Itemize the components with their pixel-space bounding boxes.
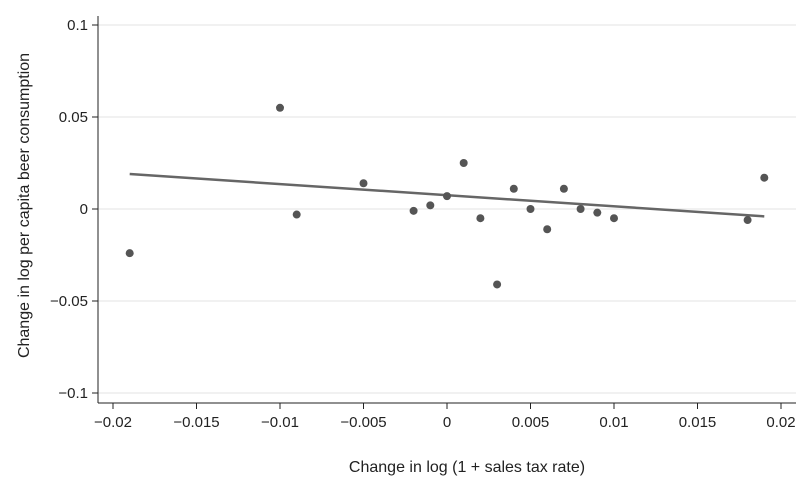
data-point — [593, 208, 602, 217]
data-point — [476, 214, 485, 223]
tick-labels: 0.1 0.05 0 −0.05 −0.1 −0.02 −0.015 −0.01 −0.005 0… — [50, 17, 796, 431]
x-tick-label: 0.02 — [766, 414, 795, 431]
data-point — [426, 201, 435, 210]
x-axis-title: Change in log (1 + sales tax rate) — [349, 459, 585, 476]
data-point — [125, 249, 134, 258]
data-point — [493, 280, 502, 289]
data-point — [543, 225, 552, 234]
tick-marks — [92, 24, 782, 409]
x-tick-label: 0.005 — [512, 414, 550, 431]
data-point — [760, 173, 769, 182]
y-tick-label: 0.05 — [59, 109, 88, 126]
data-point — [526, 205, 535, 213]
gridlines — [98, 24, 796, 394]
x-tick-label: −0.005 — [340, 414, 386, 431]
data-points — [125, 103, 769, 289]
data-point — [359, 179, 368, 188]
data-point — [743, 216, 752, 225]
x-tick-label: 0 — [443, 414, 451, 431]
x-tick-label: −0.01 — [261, 414, 299, 431]
data-point — [443, 192, 451, 201]
x-tick-label: 0.015 — [679, 414, 717, 431]
data-point — [409, 206, 418, 215]
data-point — [459, 159, 468, 167]
data-point — [576, 205, 585, 213]
y-axis-title: Change in log per capita beer consumptio… — [16, 53, 33, 358]
x-tick-label: −0.02 — [94, 414, 132, 431]
x-tick-label: 0.01 — [599, 414, 628, 431]
y-tick-label: 0 — [80, 201, 88, 218]
data-point — [276, 103, 284, 112]
data-point — [559, 184, 568, 193]
y-tick-label: −0.1 — [58, 385, 88, 402]
y-tick-label: −0.05 — [50, 293, 88, 310]
y-tick-label: 0.1 — [67, 17, 88, 34]
data-point — [610, 214, 618, 223]
x-tick-label: −0.015 — [173, 414, 219, 431]
data-point — [292, 210, 301, 219]
data-point — [509, 184, 518, 193]
